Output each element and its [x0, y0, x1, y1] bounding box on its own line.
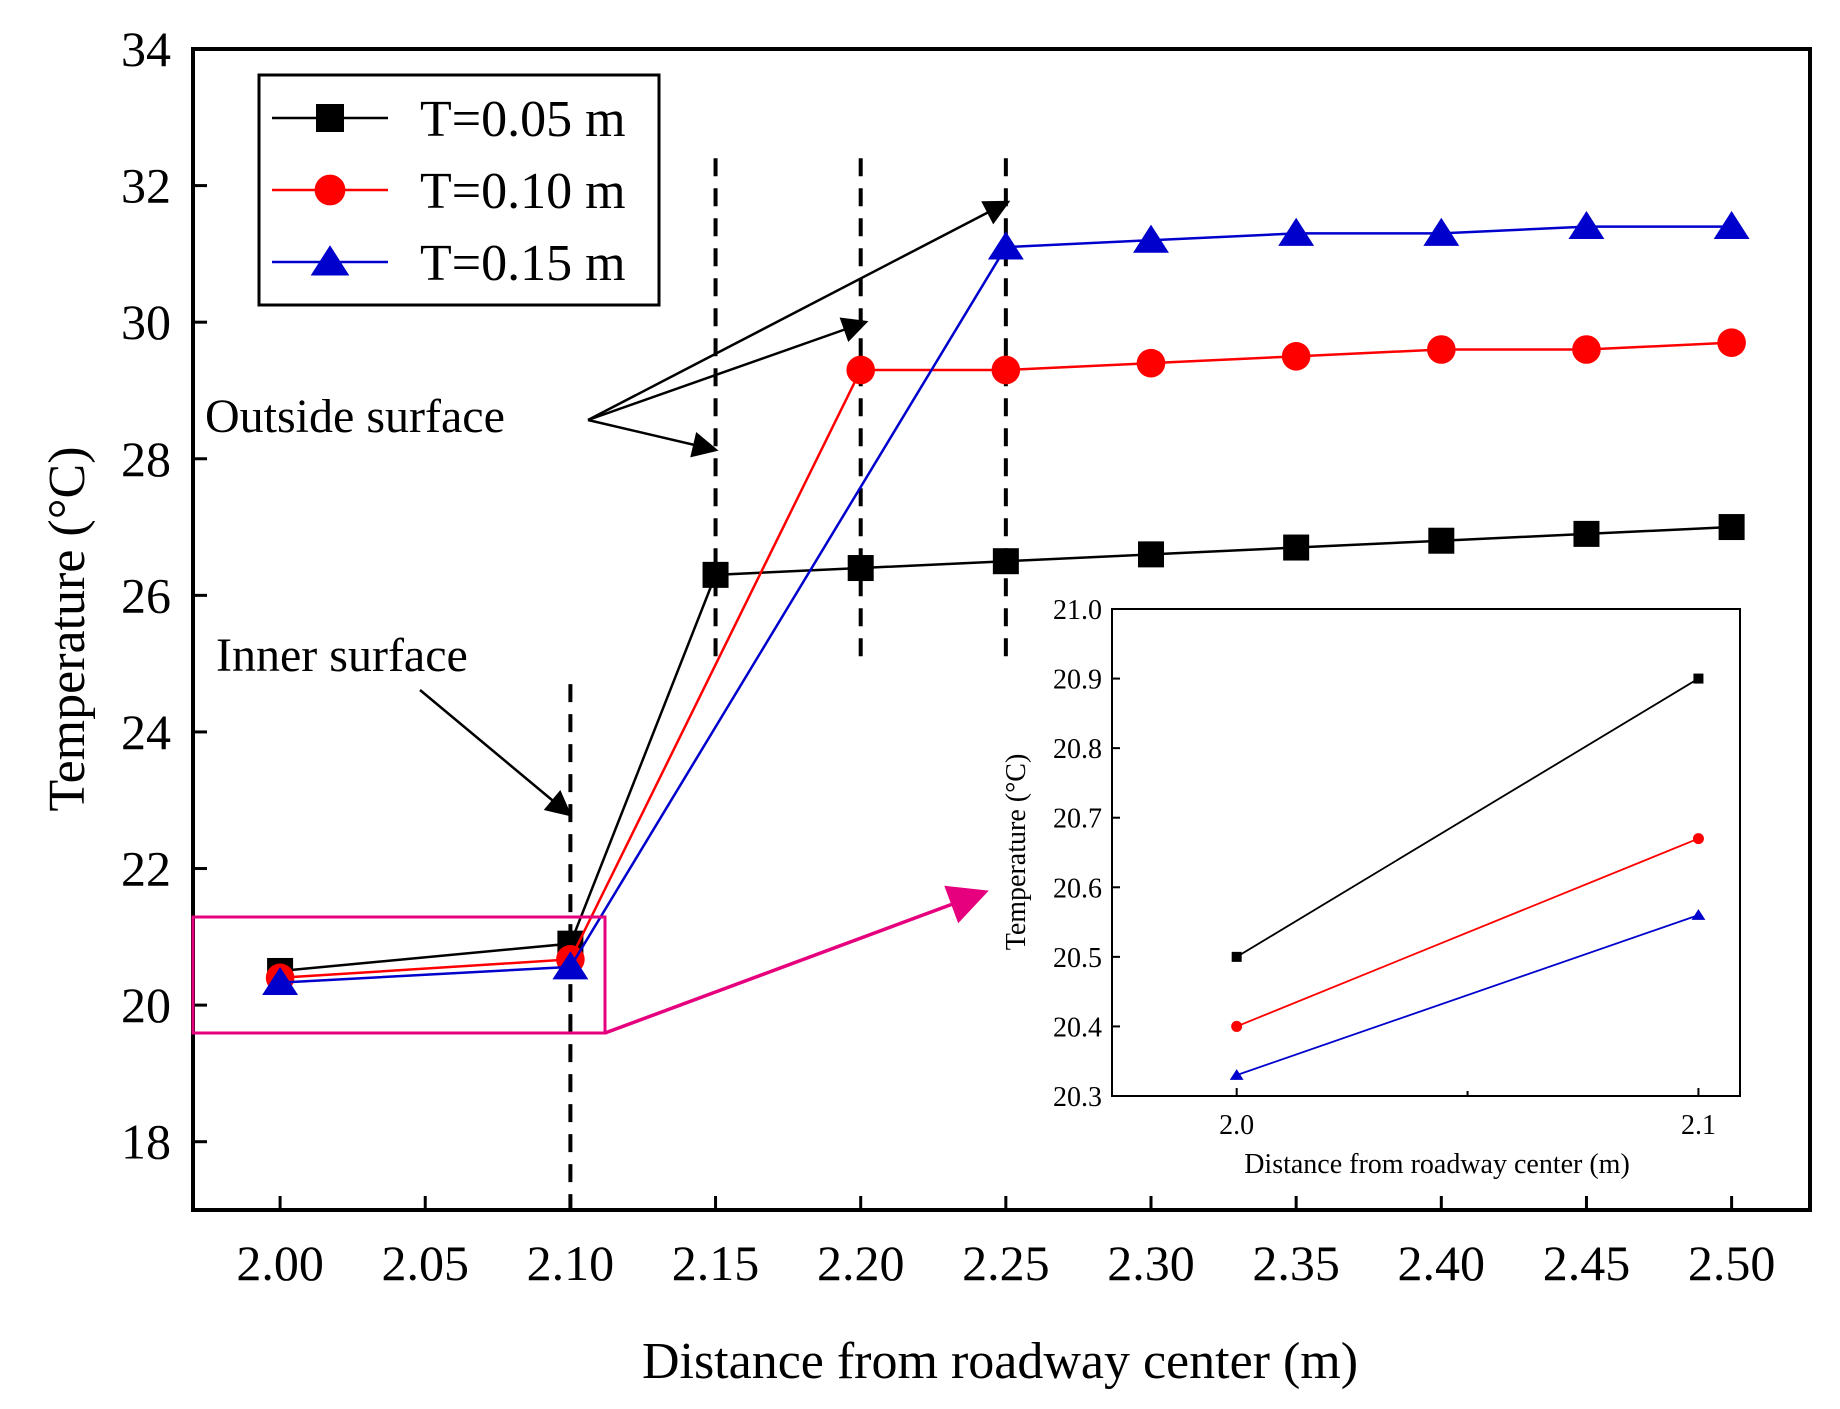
main-y-tick-label: 20	[121, 977, 171, 1033]
inset-series-line	[1236, 677, 1699, 958]
inset-y-tick-label: 20.5	[1053, 943, 1102, 974]
data-point	[991, 355, 1021, 385]
main-y-tick-label: 28	[121, 431, 171, 487]
main-series	[262, 210, 1750, 996]
inner-surface-arrow	[419, 689, 572, 817]
main-y-tick-label: 30	[121, 294, 171, 350]
data-point	[1568, 210, 1605, 240]
legend-marker	[316, 104, 344, 132]
inset-y-tick-label: 20.9	[1053, 665, 1102, 696]
inset-data-point	[1231, 1020, 1243, 1032]
inset-data-point	[1692, 833, 1704, 845]
main-x-tick-label: 2.50	[1688, 1235, 1776, 1291]
data-point	[1281, 342, 1311, 371]
data-point	[846, 355, 876, 385]
main-x-tick-label: 2.35	[1252, 1235, 1340, 1291]
data-point	[1573, 520, 1600, 547]
legend-label: T=0.15 m	[420, 235, 626, 292]
inset-x-axis-label: Distance from roadway center (m)	[1244, 1149, 1630, 1180]
inset-y-tick-label: 21.0	[1053, 595, 1102, 626]
main-y-axis-label: Temperature (°C)	[39, 446, 96, 811]
inset-series-line	[1236, 914, 1699, 1076]
inset-y-tick-label: 20.4	[1053, 1012, 1102, 1043]
data-point	[1713, 210, 1750, 240]
main-x-tick-label: 2.20	[817, 1235, 905, 1291]
data-point	[847, 555, 874, 582]
main-y-axis: 18 20 22 24 26 28 30 32 34	[121, 21, 207, 1170]
inset-x-axis: 2.0 2.1	[1219, 1088, 1716, 1141]
data-point	[1283, 534, 1310, 561]
zoom-arrow	[604, 885, 989, 1035]
inset-data-point	[1231, 951, 1242, 962]
data-point	[1133, 224, 1169, 253]
inset-plot-frame	[1111, 608, 1741, 1097]
inset-series	[1229, 673, 1706, 1080]
main-y-tick-label: 18	[121, 1114, 171, 1170]
main-y-tick-label: 26	[121, 567, 171, 623]
data-point	[1717, 328, 1746, 357]
main-x-tick-label: 2.00	[236, 1235, 324, 1291]
legend: T=0.05 m T=0.10 m T=0.15 m	[257, 73, 661, 307]
main-x-tick-label: 2.40	[1398, 1235, 1486, 1291]
inset-x-tick-label: 2.1	[1681, 1110, 1716, 1141]
legend-label: T=0.05 m	[420, 91, 626, 148]
inset-plot: 20.320.420.520.620.720.820.921.0 2.0 2.1 …	[1001, 595, 1741, 1180]
series-line	[280, 225, 1732, 984]
zoom-region-box	[191, 915, 607, 1035]
inset-y-tick-label: 20.3	[1053, 1082, 1102, 1113]
series-line	[279, 525, 1732, 973]
inset-data-point	[1691, 909, 1706, 920]
inset-data-point	[1693, 673, 1704, 684]
main-x-tick-label: 2.45	[1543, 1235, 1631, 1291]
data-point	[1138, 541, 1165, 568]
data-point	[262, 966, 299, 996]
legend-label: T=0.10 m	[420, 163, 626, 220]
legend-marker	[310, 245, 350, 276]
main-x-tick-label: 2.25	[962, 1235, 1050, 1291]
outside-surface-arrow-2	[587, 317, 869, 422]
legend-marker	[314, 174, 346, 206]
main-plot-frame	[191, 47, 1812, 1212]
data-point	[1136, 348, 1166, 378]
inset-series-line	[1236, 837, 1699, 1028]
main-y-tick-label: 32	[121, 158, 171, 214]
annotation-inner-surface: Inner surface	[216, 629, 468, 682]
data-point	[987, 231, 1024, 260]
inset-data-point	[1229, 1069, 1244, 1080]
main-x-axis-label: Distance from roadway center (m)	[642, 1333, 1358, 1390]
main-x-tick-label: 2.15	[672, 1235, 760, 1291]
inset-y-axis: 20.3 20.4 20.5 20.6 20.7 20.8 20.9 21.0	[1053, 595, 1120, 1113]
annotation-outside-surface: Outside surface	[205, 390, 505, 443]
main-y-tick-label: 24	[121, 704, 171, 760]
main-x-tick-label: 2.30	[1107, 1235, 1195, 1291]
data-point	[1428, 527, 1455, 554]
outside-surface-arrow-3	[587, 418, 719, 458]
inset-y-tick-label: 20.6	[1053, 873, 1102, 904]
main-y-tick-label: 34	[121, 21, 171, 77]
main-x-axis: 2.00 2.05 2.10 2.15 2.20 2.25 2.30 2.35 2.40 2.45…	[236, 1196, 1775, 1291]
data-point	[1427, 335, 1456, 364]
inset-y-tick-label: 20.7	[1053, 804, 1102, 835]
main-x-tick-label: 2.05	[381, 1235, 469, 1291]
inset-x-tick-label: 2.0	[1219, 1110, 1254, 1141]
data-point	[1423, 217, 1460, 246]
data-point	[992, 548, 1019, 575]
main-x-tick-label: 2.10	[527, 1235, 615, 1291]
outside-surface-arrow-1	[587, 200, 1011, 422]
data-point	[702, 561, 729, 588]
data-point	[552, 951, 589, 980]
main-y-tick-label: 22	[121, 841, 171, 897]
inset-y-tick-label: 20.8	[1053, 734, 1102, 765]
data-point	[1278, 217, 1315, 246]
data-point	[1572, 335, 1601, 364]
inset-y-axis-label: Temperature (°C)	[1001, 754, 1032, 951]
data-point	[1718, 514, 1745, 541]
